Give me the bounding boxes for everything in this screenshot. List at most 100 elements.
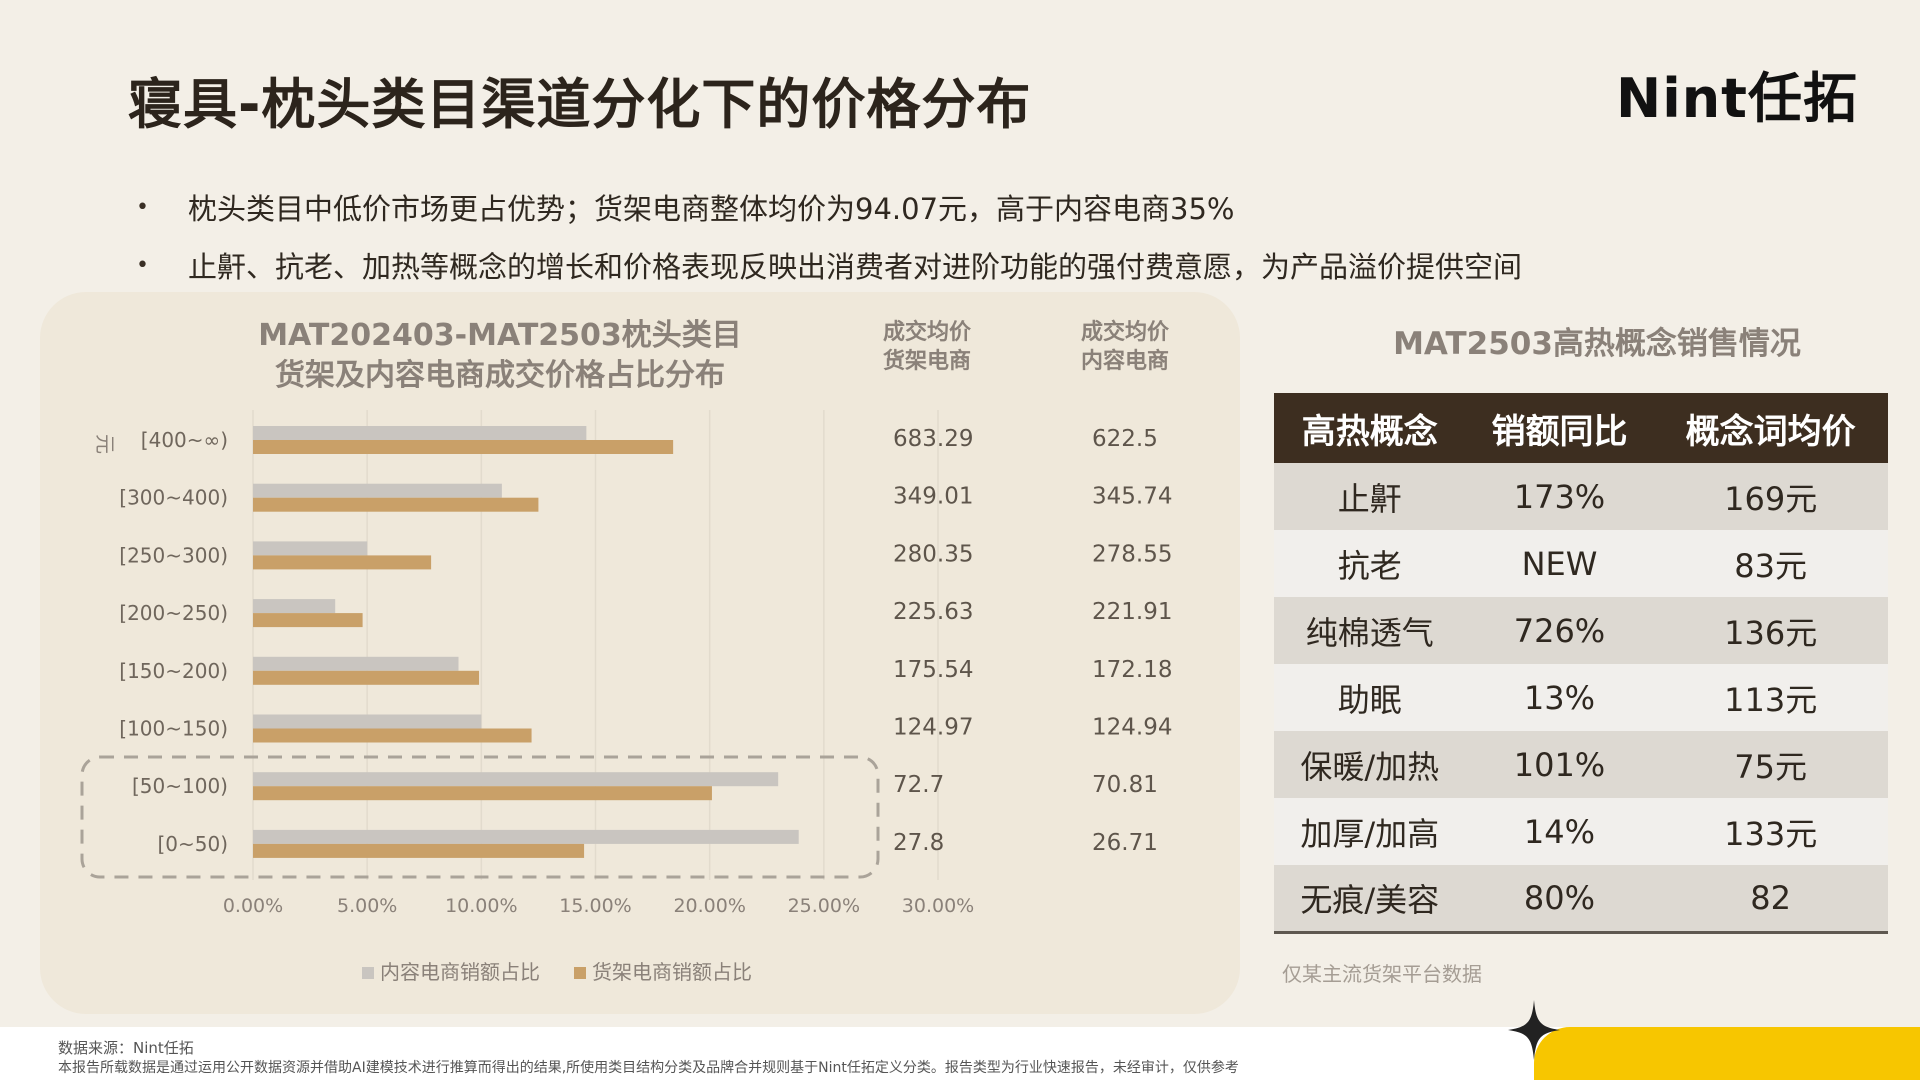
table-row: 纯棉透气 726% 136元 (1274, 597, 1888, 664)
bar-shelf (253, 728, 532, 743)
x-tick-label: 0.00% (223, 895, 283, 917)
cell-yoy: 173% (1465, 463, 1654, 530)
avg-price-content-value: 124.94 (1092, 715, 1172, 741)
table-row: 加厚/加高 14% 133元 (1274, 798, 1888, 865)
bar-content (253, 541, 368, 556)
table-row: 止鼾 173% 169元 (1274, 463, 1888, 530)
bar-content (253, 772, 779, 787)
bar-content (253, 483, 502, 498)
avg-price-content-header-line-1: 成交均价 (1080, 320, 1169, 345)
bar-content (253, 656, 459, 671)
legend-swatch (574, 967, 586, 979)
bullet-list: • 枕头类目中低价市场更占优势；货架电商整体均价为94.07元，高于内容电商35… (136, 178, 1522, 294)
page-title: 寝具-枕头类目渠道分化下的价格分布 (128, 73, 1032, 136)
legend-label: 内容电商销额占比 (380, 960, 540, 984)
header-concept: 高热概念 (1274, 393, 1466, 463)
avg-price-shelf-value: 349.01 (893, 484, 973, 510)
cell-avg-price: 169元 (1653, 463, 1888, 530)
bullet-item: • 枕头类目中低价市场更占优势；货架电商整体均价为94.07元，高于内容电商35… (136, 178, 1522, 236)
x-tick-label: 15.00% (559, 895, 631, 917)
avg-price-content-header-line-2: 内容电商 (1080, 349, 1169, 374)
category-label: [50~100) (132, 774, 228, 798)
chart-title-line-2: 货架及内容电商成交价格占比分布 (275, 358, 725, 393)
cell-yoy: 80% (1465, 865, 1654, 932)
cell-concept: 加厚/加高 (1274, 798, 1466, 865)
cell-yoy: NEW (1465, 530, 1654, 597)
legend-swatch (362, 967, 374, 979)
cell-yoy: 101% (1465, 731, 1654, 798)
avg-price-shelf-value: 72.7 (893, 772, 944, 798)
avg-price-content-value: 622.5 (1092, 426, 1158, 452)
header-yoy: 销额同比 (1465, 393, 1654, 463)
disclaimer: 本报告所载数据是通过运用公开数据资源并借助AI建模技术进行推算而得出的结果,所使… (58, 1060, 1239, 1076)
avg-price-shelf-header-line-2: 货架电商 (882, 349, 971, 374)
cell-concept: 纯棉透气 (1274, 597, 1466, 664)
cell-avg-price: 75元 (1653, 731, 1888, 798)
y-axis-label: 元 (93, 434, 117, 454)
concept-table-title: MAT2503高热概念销售情况 (1393, 326, 1801, 362)
bar-shelf (253, 613, 363, 628)
table-row: 抗老 NEW 83元 (1274, 530, 1888, 597)
cell-yoy: 14% (1465, 798, 1654, 865)
bar-shelf (253, 843, 585, 858)
bullet-item: • 止鼾、抗老、加热等概念的增长和价格表现反映出消费者对进阶功能的强付费意愿，为… (136, 236, 1522, 294)
bar-content (253, 714, 482, 729)
avg-price-content-header: 成交均价 内容电商 (1050, 318, 1200, 376)
category-label: [250~300) (119, 543, 228, 567)
avg-price-shelf-value: 683.29 (893, 426, 973, 452)
table-row: 无痕/美容 80% 82 (1274, 865, 1888, 932)
x-tick-label: 30.00% (902, 895, 974, 917)
sparkle-icon (1508, 1000, 1560, 1060)
footer-accent-bar (1534, 1027, 1920, 1080)
cell-yoy: 726% (1465, 597, 1654, 664)
x-tick-label: 20.00% (673, 895, 745, 917)
avg-price-content-value: 172.18 (1092, 657, 1172, 683)
data-source: 数据来源：Nint任拓 (58, 1039, 194, 1057)
x-tick-label: 25.00% (788, 895, 860, 917)
bar-content (253, 426, 587, 440)
cell-concept: 无痕/美容 (1274, 865, 1466, 932)
avg-price-shelf-value: 175.54 (893, 657, 973, 683)
bar-content (253, 599, 336, 614)
category-label: [400~∞) (141, 428, 228, 452)
avg-price-shelf-value: 225.63 (893, 599, 973, 625)
bar-shelf (253, 497, 539, 512)
bar-content (253, 829, 799, 844)
cell-concept: 保暖/加热 (1274, 731, 1466, 798)
avg-price-shelf-value: 280.35 (893, 541, 973, 567)
category-label: [300~400) (119, 486, 228, 510)
avg-price-content-value: 278.55 (1092, 541, 1172, 567)
cell-avg-price: 82 (1653, 865, 1888, 932)
avg-price-shelf-header-line-1: 成交均价 (882, 320, 971, 345)
category-label: [200~250) (119, 601, 228, 625)
cell-avg-price: 83元 (1653, 530, 1888, 597)
avg-price-shelf-header: 成交均价 货架电商 (852, 318, 1002, 376)
x-tick-label: 10.00% (445, 895, 517, 917)
avg-price-content-value: 221.91 (1092, 599, 1172, 625)
legend-label: 货架电商销额占比 (592, 960, 752, 984)
brand-logo: Nint任拓 (1616, 67, 1858, 130)
bullet-dot-icon: • (136, 194, 149, 220)
cell-concept: 助眠 (1274, 664, 1466, 731)
bar-shelf (253, 440, 674, 454)
header-avg-price: 概念词均价 (1653, 393, 1888, 463)
concept-table: 高热概念 销额同比 概念词均价 止鼾 173% 169元 抗老 NEW 83元 纯棉透气 72… (1274, 393, 1888, 934)
avg-price-shelf-value: 27.8 (893, 830, 944, 856)
avg-price-content-value: 70.81 (1092, 772, 1158, 798)
bar-shelf (253, 555, 432, 570)
cell-yoy: 13% (1465, 664, 1654, 731)
price-distribution-chart: 0.00% 5.00% 10.00% 15.00% 20.00% 25.00% 30.00%… (80, 410, 1172, 984)
chart-panel (40, 292, 1240, 1014)
bullet-text: 枕头类目中低价市场更占优势；货架电商整体均价为94.07元，高于内容电商35% (188, 192, 1235, 226)
cell-concept: 抗老 (1274, 530, 1466, 597)
avg-price-content-value: 26.71 (1092, 830, 1158, 856)
chart-title: MAT202403-MAT2503枕头类目 货架及内容电商成交价格占比分布 (200, 316, 800, 396)
avg-price-content-value: 345.74 (1092, 484, 1172, 510)
cell-avg-price: 113元 (1653, 664, 1888, 731)
chart-title-line-1: MAT202403-MAT2503枕头类目 (258, 318, 742, 353)
table-note: 仅某主流货架平台数据 (1282, 962, 1482, 986)
bullet-dot-icon: • (136, 252, 149, 278)
bar-shelf (253, 670, 480, 685)
avg-price-shelf-value: 124.97 (893, 715, 973, 741)
cell-avg-price: 133元 (1653, 798, 1888, 865)
